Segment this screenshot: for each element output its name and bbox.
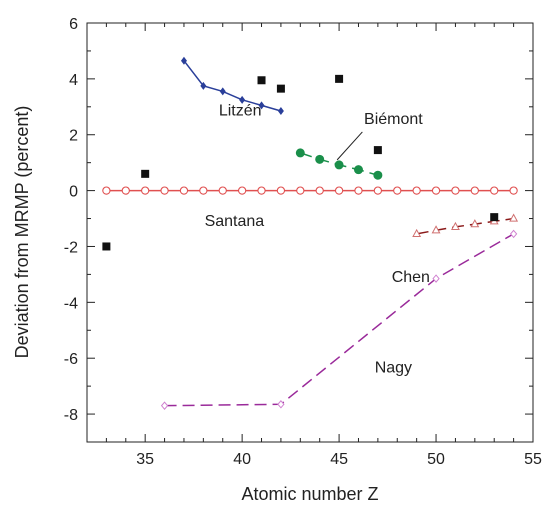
- chen-point: [509, 213, 519, 222]
- santana-point: [141, 186, 150, 195]
- reference-points-point: [373, 146, 382, 155]
- reference-points-point: [257, 76, 266, 85]
- nagy-point: [160, 401, 169, 410]
- nagy-point: [509, 229, 518, 239]
- bi-mont-point: [334, 160, 344, 170]
- plot-frame: [86, 22, 534, 443]
- series-label: Nagy: [375, 360, 412, 377]
- litz-n-point: [277, 106, 284, 115]
- biemont-leader-line: [336, 131, 363, 161]
- y-tick-label: 2: [69, 128, 78, 145]
- santana-point: [470, 186, 479, 195]
- litz-n-point: [258, 101, 265, 110]
- santana-point: [412, 186, 421, 195]
- santana-point: [257, 186, 266, 195]
- santana-point: [121, 186, 130, 195]
- series-label: Biémont: [364, 111, 423, 128]
- reference-points-point: [490, 213, 499, 222]
- litz-n-point: [219, 87, 226, 96]
- x-axis-title: Atomic number Z: [241, 484, 378, 504]
- santana-point: [160, 186, 169, 195]
- x-tick-label: 40: [233, 451, 251, 468]
- santana-point: [334, 186, 344, 195]
- chen-point: [431, 225, 441, 234]
- y-tick-label: -8: [64, 407, 78, 424]
- santana-point: [509, 186, 518, 195]
- y-axis-title: Deviation from MRMP (percent): [12, 106, 32, 359]
- litz-n-point: [180, 56, 187, 65]
- axis-ticks: [87, 23, 533, 442]
- y-tick-label: -4: [64, 295, 78, 312]
- nagy-point: [277, 400, 285, 409]
- x-tick-label: 50: [427, 451, 445, 468]
- x-tick-label: 45: [330, 451, 348, 468]
- santana-point: [237, 186, 247, 195]
- y-tick-label: 4: [69, 72, 78, 89]
- chen-point: [470, 219, 480, 228]
- chen-line: [416, 217, 514, 235]
- santana-point: [393, 186, 402, 195]
- series-lines: [106, 60, 514, 407]
- santana-point: [179, 186, 189, 195]
- santana-point: [276, 186, 286, 195]
- santana-point: [431, 186, 441, 195]
- x-tick-label: 55: [524, 451, 542, 468]
- series-label: Litzén: [219, 103, 262, 120]
- santana-point: [199, 186, 208, 195]
- series-label: Chen: [392, 269, 430, 286]
- chen-point: [450, 221, 460, 231]
- santana-point: [451, 186, 460, 195]
- y-tick-label: 6: [69, 16, 78, 33]
- bi-mont-point: [373, 170, 383, 180]
- santana-point: [354, 186, 363, 195]
- reference-points-point: [141, 169, 150, 178]
- santana-point: [315, 186, 324, 195]
- bi-mont-point: [295, 148, 305, 158]
- reference-points-point: [276, 84, 285, 93]
- reference-points-point: [335, 74, 344, 83]
- santana-point: [373, 186, 383, 195]
- y-tick-label: -6: [64, 351, 78, 368]
- series-markers: [102, 56, 519, 410]
- litz-n-point: [239, 95, 246, 104]
- y-tick-label: 0: [69, 184, 78, 201]
- x-tick-label: 35: [136, 451, 154, 468]
- bi-mont-point: [353, 165, 363, 175]
- nagy-line: [164, 233, 514, 407]
- santana-point: [218, 186, 227, 195]
- series-label: Santana: [205, 213, 265, 230]
- series-labels: Litzén Biémont Santana Chen Nagy: [205, 103, 430, 377]
- litz-n-line: [183, 60, 282, 112]
- bi-mont-point: [315, 154, 325, 164]
- santana-point: [296, 186, 305, 195]
- nagy-point: [432, 274, 440, 283]
- y-tick-label: -2: [64, 239, 78, 256]
- santana-point: [102, 186, 111, 195]
- santana-point: [490, 186, 499, 195]
- tick-labels: 35 40 45 50 55 -8 -6 -4 -2 0 2 4 6: [64, 16, 542, 468]
- reference-points-point: [102, 242, 111, 251]
- chen-point: [412, 228, 422, 237]
- litz-n-point: [200, 81, 207, 90]
